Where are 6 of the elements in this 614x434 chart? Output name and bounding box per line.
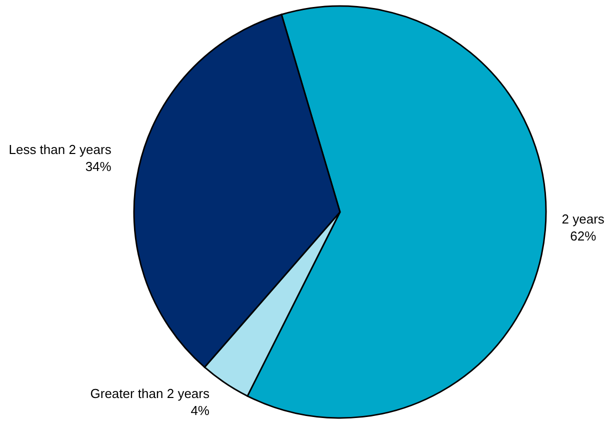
data-label: 62% — [570, 228, 597, 244]
slice-label: 2 years — [562, 212, 605, 227]
data-label: 4% — [190, 403, 210, 418]
slice-label: Greater than 2 years — [90, 386, 210, 402]
slice-label: Less than 2 years — [8, 142, 112, 158]
data-label: 34% — [85, 159, 112, 174]
